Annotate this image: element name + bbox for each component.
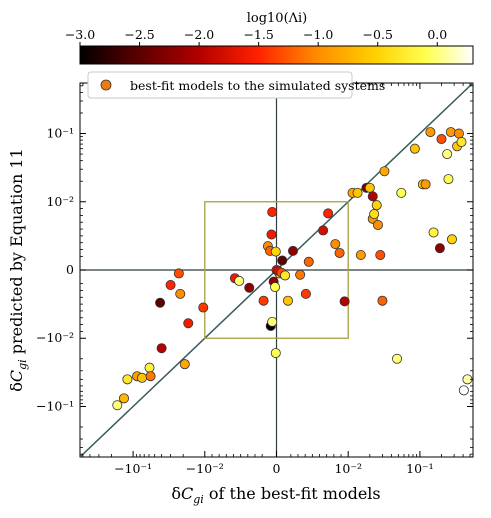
data-point xyxy=(392,353,403,364)
colorbar-gradient xyxy=(79,45,474,65)
data-point xyxy=(396,187,407,198)
colorbar-tick-label: −2.0 xyxy=(184,27,214,42)
x-axis-ticks: −10⁻¹ −10⁻² 0 10⁻² 10⁻¹ xyxy=(82,83,471,476)
data-point xyxy=(334,247,345,258)
data-point xyxy=(277,255,288,266)
data-point xyxy=(458,385,469,396)
data-point xyxy=(270,282,281,293)
y-tick-label: −10⁻² xyxy=(36,330,74,345)
data-point xyxy=(112,400,123,411)
data-point xyxy=(436,134,447,145)
colorbar-tick-label: −3.0 xyxy=(65,27,95,42)
data-point xyxy=(165,280,176,291)
data-point xyxy=(377,295,388,306)
x-axis-label: δCgi of the best-fit models xyxy=(171,484,380,506)
data-point xyxy=(372,219,383,230)
colorbar-tick-label: −2.5 xyxy=(124,27,154,42)
data-point xyxy=(280,270,291,281)
plot-area: −10⁻¹ −10⁻² 0 10⁻² 10⁻¹ −10⁻¹ −10⁻² 0 10⁻² 10⁻¹ xyxy=(36,82,474,476)
colorbar-tick-label: 0.0 xyxy=(427,27,447,42)
data-point xyxy=(183,318,194,329)
data-point xyxy=(267,206,278,217)
legend-label: best-fit models to the simulated systems xyxy=(130,78,385,93)
data-point xyxy=(155,297,166,308)
data-point xyxy=(267,316,278,327)
legend-box xyxy=(87,71,353,99)
data-point xyxy=(364,182,375,193)
data-point xyxy=(367,191,378,202)
data-point xyxy=(173,268,184,279)
data-point xyxy=(198,302,209,313)
data-point xyxy=(442,149,453,160)
y-tick-label: 10⁻¹ xyxy=(46,126,74,141)
colorbar-tick-label: −1.5 xyxy=(243,27,273,42)
data-point xyxy=(453,128,464,139)
data-point xyxy=(369,209,380,220)
data-point xyxy=(156,343,167,354)
data-point xyxy=(445,127,456,138)
x-tick-label: 0 xyxy=(273,461,281,476)
data-point xyxy=(409,143,420,154)
colorbar-tick-label: −1.0 xyxy=(303,27,333,42)
data-point xyxy=(270,246,281,257)
legend-marker xyxy=(100,79,112,91)
legend: best-fit models to the simulated systems xyxy=(87,71,385,99)
colorbar-ticks: −3.0 −2.5 −2.0 −1.5 −1.0 −0.5 0.0 xyxy=(65,27,447,46)
data-point xyxy=(318,225,329,236)
data-point xyxy=(137,372,148,383)
colorbar-label: log10(Λi) xyxy=(247,11,308,26)
data-point xyxy=(323,208,334,219)
data-point xyxy=(118,393,129,404)
x-tick-label: −10⁻² xyxy=(186,461,224,476)
data-point xyxy=(443,174,454,185)
data-point xyxy=(145,371,156,382)
x-tick-label: −10⁻¹ xyxy=(114,461,152,476)
data-point xyxy=(266,229,277,240)
data-point xyxy=(425,127,436,138)
y-tick-label: −10⁻¹ xyxy=(36,398,74,413)
data-point xyxy=(234,275,245,286)
data-point xyxy=(420,179,431,190)
data-point xyxy=(446,234,457,245)
colorbar-tick-label: −0.5 xyxy=(363,27,393,42)
data-point xyxy=(287,245,298,256)
linear-region-box xyxy=(204,201,349,339)
data-point xyxy=(456,137,467,148)
data-point xyxy=(355,249,366,260)
data-point xyxy=(330,239,341,250)
y-axis-label: δCgi predicted by Equation 11 xyxy=(7,148,29,392)
data-point xyxy=(282,295,293,306)
y-tick-label: 0 xyxy=(66,262,74,277)
data-point xyxy=(339,296,350,307)
data-point xyxy=(428,227,439,238)
x-tick-label: 10⁻¹ xyxy=(406,461,434,476)
data-point xyxy=(258,295,269,306)
data-point xyxy=(244,282,255,293)
colorbar: log10(Λi) −3.0 −2.5 −2.0 −1.5 −1.0 −0.5 0.0 xyxy=(65,11,474,65)
data-point xyxy=(270,348,281,359)
data-point xyxy=(295,269,306,280)
data-point xyxy=(122,374,133,385)
data-point xyxy=(144,362,155,373)
data-point xyxy=(375,249,386,260)
y-axis-ticks: −10⁻¹ −10⁻² 0 10⁻² 10⁻¹ xyxy=(36,85,473,455)
data-point xyxy=(371,200,382,211)
data-point xyxy=(379,166,390,177)
data-point xyxy=(175,288,186,299)
scatter-points xyxy=(112,127,473,411)
data-point xyxy=(434,243,445,254)
data-point xyxy=(303,256,314,267)
y-tick-label: 10⁻² xyxy=(46,194,74,209)
data-point xyxy=(179,359,190,370)
data-point xyxy=(300,288,311,299)
x-tick-label: 10⁻² xyxy=(334,461,362,476)
data-point xyxy=(352,187,363,198)
